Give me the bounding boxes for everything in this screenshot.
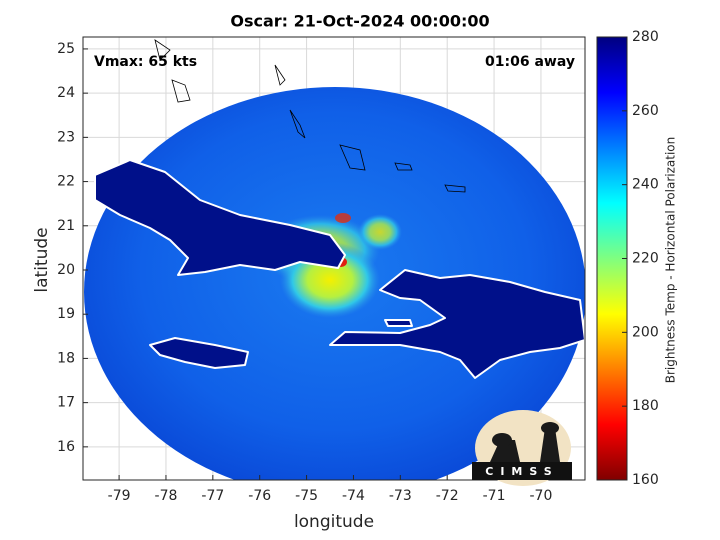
x-tick-label: -74 bbox=[342, 488, 365, 504]
y-tick-label: 19 bbox=[57, 306, 75, 322]
imagery bbox=[84, 39, 585, 480]
time-annotation: 01:06 away bbox=[485, 54, 575, 70]
logo-tower bbox=[541, 422, 559, 434]
x-tick-label: -76 bbox=[248, 488, 271, 504]
storm-band bbox=[358, 214, 402, 250]
x-tick-label: -77 bbox=[201, 488, 224, 504]
hispaniola bbox=[329, 269, 585, 379]
x-tick-label: -79 bbox=[108, 488, 131, 504]
logo-dish bbox=[492, 433, 512, 447]
x-axis-label: longitude bbox=[294, 512, 374, 532]
colorbar-tick-label: 220 bbox=[632, 251, 659, 267]
cuba bbox=[94, 159, 346, 276]
x-tick-label: -75 bbox=[295, 488, 318, 504]
y-tick-label: 17 bbox=[57, 395, 75, 411]
logo-band bbox=[472, 462, 572, 480]
colorbar-tick-label: 260 bbox=[632, 103, 659, 119]
y-tick-label: 25 bbox=[57, 41, 75, 57]
y-tick-label: 24 bbox=[57, 85, 75, 101]
colorbar-tick-label: 240 bbox=[632, 177, 659, 193]
y-tick-label: 20 bbox=[57, 262, 75, 278]
storm-hot bbox=[335, 213, 351, 223]
x-tick-label: -71 bbox=[483, 488, 506, 504]
cimss-logo: CIMSS bbox=[472, 410, 572, 486]
bahamas bbox=[154, 39, 466, 193]
y-tick-label: 23 bbox=[57, 129, 75, 145]
chart-title: Oscar: 21-Oct-2024 00:00:00 bbox=[230, 12, 489, 31]
colorbar-tick-label: 280 bbox=[632, 29, 659, 45]
intensity-annotation: Vmax: 65 kts bbox=[94, 54, 197, 70]
y-tick-label: 18 bbox=[57, 350, 75, 366]
colorbar-label: Brightness Temp - Horizontal Polarizatio… bbox=[664, 137, 678, 384]
island bbox=[384, 319, 413, 327]
colorbar-axis: 160 180 200 220 240 260 280 bbox=[622, 29, 659, 488]
colorbar-tick-label: 180 bbox=[632, 398, 659, 414]
x-tick-label: -78 bbox=[155, 488, 178, 504]
x-tick-label: -70 bbox=[530, 488, 553, 504]
y-axis-label: latitude bbox=[32, 227, 52, 292]
jamaica bbox=[149, 337, 249, 369]
colorbar-tick-label: 200 bbox=[632, 324, 659, 340]
logo-text: CIMSS bbox=[485, 465, 558, 478]
plot-frame bbox=[82, 36, 586, 481]
x-tick-label: -73 bbox=[389, 488, 412, 504]
y-tick-label: 21 bbox=[57, 218, 75, 234]
logo-figures bbox=[490, 428, 560, 462]
x-tick-label: -72 bbox=[436, 488, 459, 504]
y-tick-label: 22 bbox=[57, 174, 75, 190]
colorbar-tick-label: 160 bbox=[632, 472, 659, 488]
y-tick-label: 16 bbox=[57, 439, 75, 455]
axes: -79 -78 -77 -76 -75 -74 -73 -72 -71 -70 16 17 18 19 20… bbox=[57, 41, 552, 504]
